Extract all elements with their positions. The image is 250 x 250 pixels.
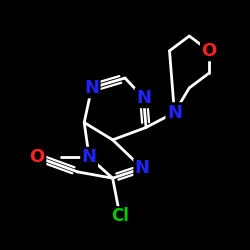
Text: N: N — [82, 148, 97, 166]
Text: N: N — [136, 89, 151, 107]
Text: O: O — [30, 148, 45, 166]
Text: N: N — [167, 104, 182, 122]
Text: N: N — [84, 79, 99, 97]
Text: O: O — [202, 42, 217, 60]
Text: Cl: Cl — [111, 208, 129, 226]
Text: N: N — [135, 159, 150, 177]
